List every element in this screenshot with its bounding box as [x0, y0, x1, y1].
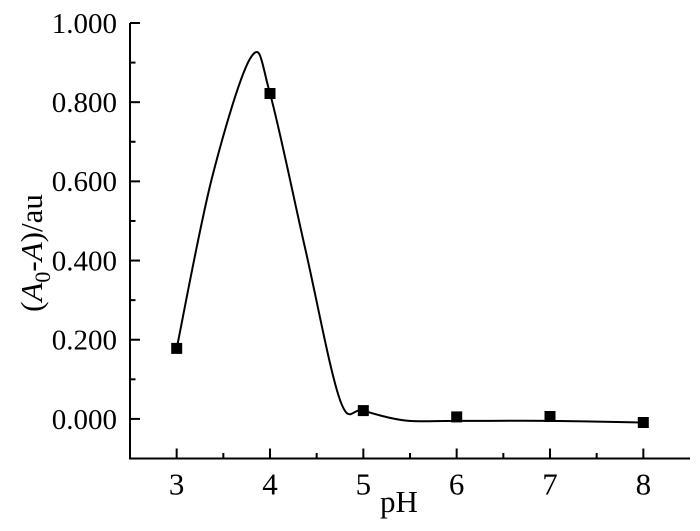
data-point: [264, 88, 276, 99]
fit-curve: [175, 50, 644, 424]
x-tick-label: 4: [262, 467, 278, 502]
x-tick-label: 3: [169, 467, 185, 502]
data-point: [357, 405, 369, 417]
data-point: [544, 411, 556, 422]
x-tick-label: 7: [542, 467, 558, 502]
y-tick-label: 1.000: [52, 8, 117, 40]
x-tick-label: 6: [449, 467, 465, 502]
x-tick-label: 5: [356, 467, 372, 502]
x-tick-label: 8: [636, 467, 652, 502]
y-tick-label: 0.800: [52, 87, 117, 119]
y-tick-label: 0.200: [52, 325, 117, 357]
y-tick-label: 0.600: [52, 166, 117, 198]
data-point: [637, 417, 649, 428]
data-point: [451, 411, 463, 423]
y-tick-label: 0.400: [52, 245, 117, 277]
y-axis-title: (A0-A)/au: [14, 194, 55, 312]
x-axis-title: pH: [380, 484, 418, 519]
y-tick-label: 0.000: [52, 404, 117, 436]
data-point: [171, 342, 183, 354]
